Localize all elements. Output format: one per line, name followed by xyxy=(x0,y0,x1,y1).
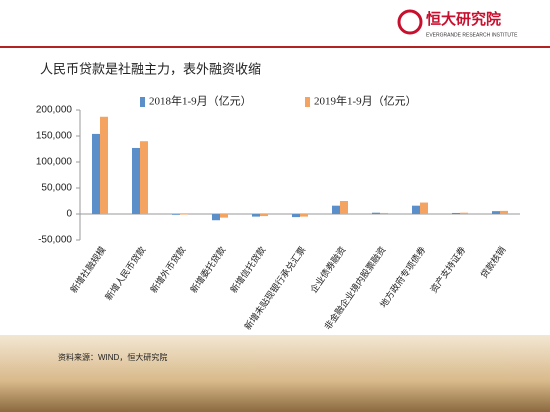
y-tick-label: 100,000 xyxy=(36,157,73,168)
bar xyxy=(412,205,420,214)
bar xyxy=(460,212,468,214)
brand-name: 恒大研究院 xyxy=(426,10,501,28)
bar xyxy=(172,214,180,215)
y-tick-label: 50,000 xyxy=(41,183,72,194)
bar xyxy=(212,214,220,221)
y-tick-label: 0 xyxy=(66,209,72,220)
bar xyxy=(292,214,300,218)
legend-swatch xyxy=(140,97,145,107)
bar xyxy=(180,214,188,215)
header-rule xyxy=(0,46,550,48)
bar xyxy=(420,202,428,214)
bar xyxy=(340,201,348,214)
chart-title: 人民币贷款是社融主力，表外融资收缩 xyxy=(40,61,261,76)
legend-label: 2019年1-9月（亿元） xyxy=(314,94,417,108)
source-note: 资料来源：WIND，恒大研究院 xyxy=(58,352,167,362)
landscape-banner xyxy=(0,335,550,412)
legend-label: 2018年1-9月（亿元） xyxy=(149,94,252,108)
brand-subtitle: EVERGRANDE RESEARCH INSTITUTE xyxy=(426,32,518,38)
y-tick-label: 200,000 xyxy=(36,105,73,116)
bar xyxy=(300,214,308,217)
bar xyxy=(132,147,140,214)
bar xyxy=(252,214,260,217)
bar xyxy=(140,141,148,214)
bar xyxy=(220,214,228,218)
y-tick-label: -50,000 xyxy=(38,235,72,246)
logo-icon xyxy=(397,9,423,35)
bar xyxy=(380,212,388,214)
bar xyxy=(332,205,340,214)
bar xyxy=(452,212,460,214)
bar xyxy=(100,116,108,214)
bar xyxy=(492,211,500,214)
bar xyxy=(260,214,268,217)
bar xyxy=(372,212,380,214)
bar xyxy=(500,210,508,214)
legend-swatch xyxy=(305,97,310,107)
y-tick-label: 150,000 xyxy=(36,131,73,142)
bar xyxy=(92,133,100,214)
